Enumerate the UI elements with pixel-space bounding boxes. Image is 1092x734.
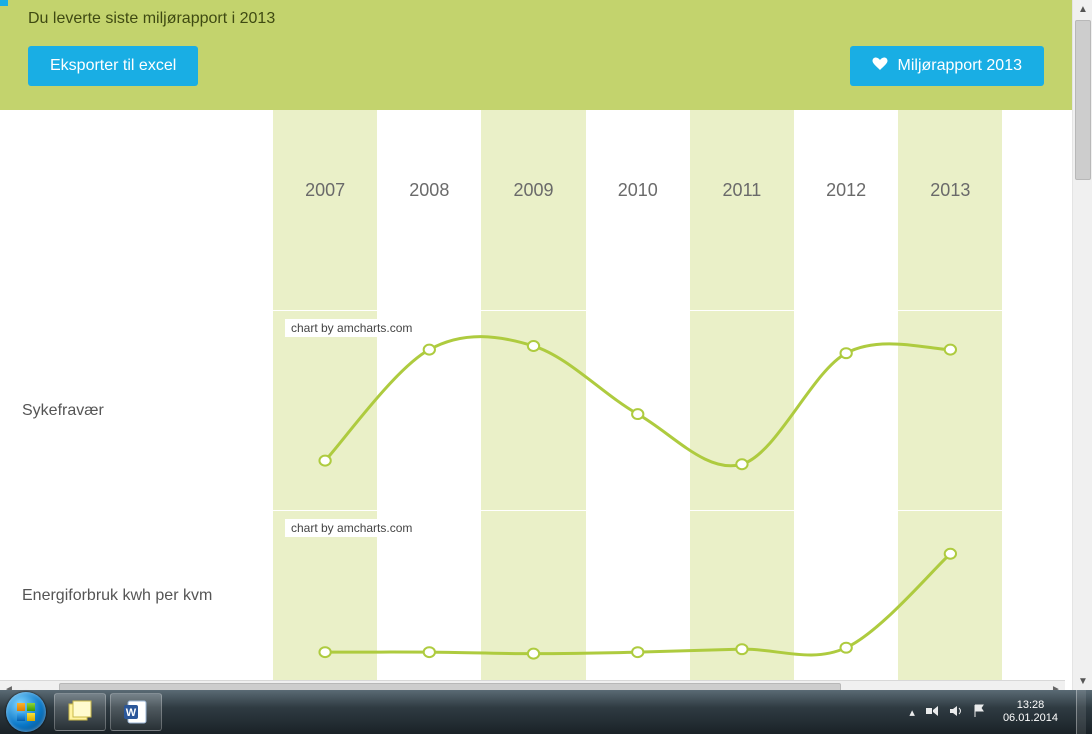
export-excel-button[interactable]: Eksporter til excel — [28, 46, 198, 86]
clock-time: 13:28 — [1003, 699, 1058, 712]
clock-date: 06.01.2014 — [1003, 712, 1058, 725]
year-column: 2010 — [586, 110, 690, 310]
year-column: 2009 — [481, 110, 585, 310]
svg-text:W: W — [126, 707, 137, 719]
row-label: Sykefravær — [0, 311, 273, 510]
show-desktop-button[interactable] — [1076, 690, 1086, 734]
taskbar-app-sticky-notes[interactable] — [54, 693, 106, 731]
taskbar: W ▴ 13:28 06.01.2014 — [0, 690, 1092, 734]
power-icon[interactable] — [925, 705, 939, 720]
export-excel-label: Eksporter til excel — [50, 57, 176, 75]
chart-row-sykefravaer: Sykefravær chart by amcharts.com — [0, 310, 1065, 510]
chart-attribution: chart by amcharts.com — [285, 519, 418, 537]
chart-row-energiforbruk: Energiforbruk kwh per kvm chart by amcha… — [0, 510, 1065, 680]
chart-attribution: chart by amcharts.com — [285, 319, 418, 337]
taskbar-app-word[interactable]: W — [110, 693, 162, 731]
row-label: Energiforbruk kwh per kvm — [0, 511, 273, 680]
header: Du leverte siste miljørapport i 2013 Eks… — [0, 0, 1072, 110]
scroll-up-icon[interactable]: ▲ — [1073, 0, 1092, 18]
volume-icon[interactable] — [949, 705, 963, 720]
year-column: 2013 — [898, 110, 1002, 310]
system-tray: ▴ 13:28 06.01.2014 — [909, 690, 1092, 734]
year-column: 2007 — [273, 110, 377, 310]
word-icon: W — [122, 699, 150, 725]
content: 2007200820092010201120122013 Sykefravær … — [0, 110, 1065, 680]
chart-area: chart by amcharts.com — [273, 511, 1065, 680]
year-column: 2011 — [690, 110, 794, 310]
scroll-down-icon[interactable]: ▼ — [1073, 672, 1092, 690]
sticky-notes-icon — [66, 699, 94, 725]
heart-icon — [872, 57, 888, 76]
report-button[interactable]: Miljørapport 2013 — [850, 46, 1045, 86]
flag-icon[interactable] — [973, 704, 985, 721]
vertical-scroll-thumb[interactable] — [1075, 20, 1091, 180]
year-column: 2008 — [377, 110, 481, 310]
report-label: Miljørapport 2013 — [898, 57, 1023, 75]
year-column: 2012 — [794, 110, 898, 310]
status-text: Du leverte siste miljørapport i 2013 — [28, 8, 1044, 28]
clock[interactable]: 13:28 06.01.2014 — [995, 699, 1066, 725]
vertical-scrollbar[interactable]: ▲ ▼ — [1072, 0, 1092, 690]
years-row: 2007200820092010201120122013 — [0, 110, 1065, 310]
accent-tick — [0, 0, 8, 6]
start-button[interactable] — [6, 692, 46, 732]
chart-area: chart by amcharts.com — [273, 311, 1065, 510]
tray-overflow-icon[interactable]: ▴ — [909, 706, 915, 719]
